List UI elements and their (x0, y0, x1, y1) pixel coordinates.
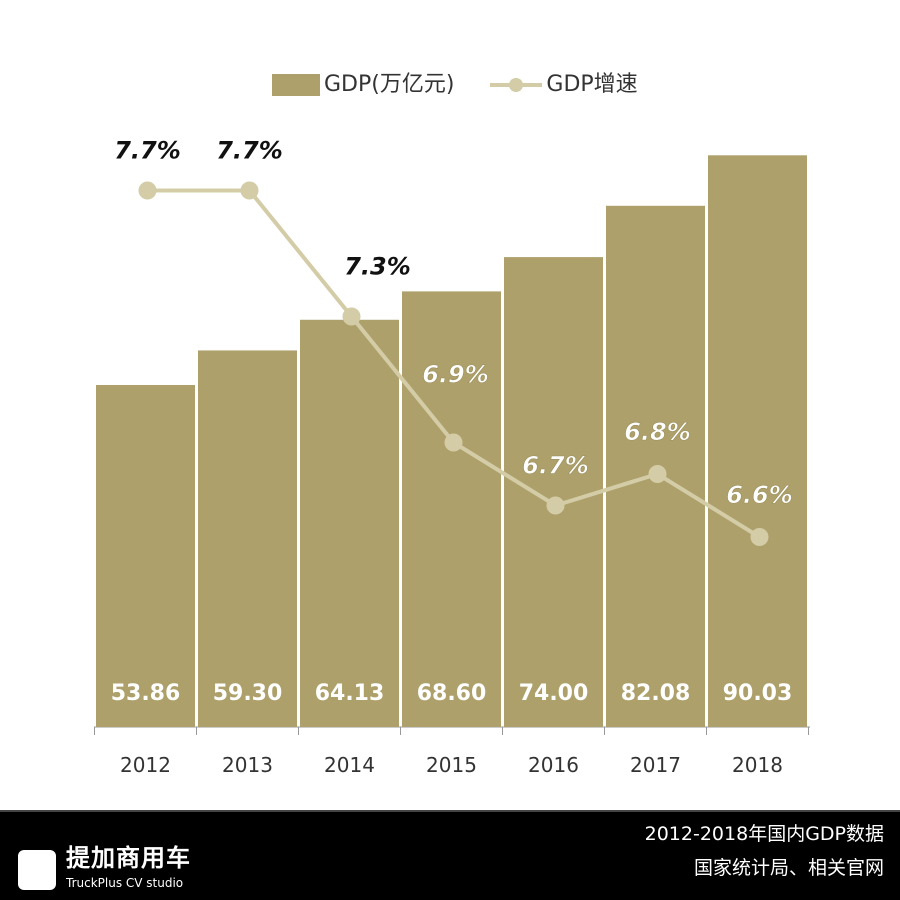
growth-label-2012: 7.7% (114, 137, 181, 165)
bar-label-2015: 68.60 (417, 681, 487, 706)
growth-point-2013 (240, 181, 259, 200)
growth-label-2015: 6.9% (422, 361, 489, 389)
bar-2018 (708, 155, 807, 727)
growth-point-2014 (342, 307, 361, 326)
bar-label-2014: 64.13 (315, 681, 385, 706)
chart: 53.86 2012 59.30 2013 64.13 2014 68.60 2015 74.0… (94, 137, 810, 777)
growth-label-2016: 6.7% (522, 452, 589, 480)
source-title: 2012-2018年国内GDP数据 (644, 823, 884, 845)
growth-point-2017 (648, 465, 667, 483)
bar-2012 (96, 384, 195, 727)
bar-label-2016: 74.00 (519, 681, 589, 706)
bar-2013 (198, 350, 297, 727)
growth-point-2012 (138, 181, 157, 200)
source-credit: 国家统计局、相关官网 (693, 857, 884, 879)
bar-2016 (504, 257, 603, 727)
x-tick-label-2012: 2012 (120, 753, 171, 777)
growth-label-2013: 7.7% (216, 137, 283, 165)
growth-point-2018 (750, 528, 769, 546)
legend: GDP(万亿元) GDP增速 (272, 72, 638, 98)
legend-growth: GDP增速 (546, 72, 638, 97)
growth-label-2017: 6.8% (624, 418, 691, 446)
bar-label-2017: 82.08 (621, 681, 691, 706)
growth-point-2015 (444, 433, 463, 452)
x-tick-label-2017: 2017 (630, 753, 681, 777)
bar-label-2012: 53.86 (111, 681, 181, 706)
growth-point-2016 (546, 496, 565, 515)
legend-line-swatch (490, 78, 543, 92)
legend-bar-swatch (272, 74, 320, 96)
x-tick-label-2018: 2018 (732, 753, 783, 777)
truckplus-logo-icon (18, 850, 56, 890)
x-tick-label-2014: 2014 (324, 753, 375, 777)
brand-name-en: TruckPlus CV studio (66, 876, 184, 890)
legend-gdp: GDP(万亿元) (324, 72, 455, 97)
growth-label-2018: 6.6% (726, 481, 793, 509)
x-tick-label-2013: 2013 (222, 753, 273, 777)
growth-label-2014: 7.3% (344, 253, 411, 281)
brand-name: 提加商用车 (66, 844, 191, 872)
bar-label-2018: 90.03 (723, 681, 793, 706)
bar-2015 (402, 291, 501, 727)
footer: 提加商用车 TruckPlus CV studio 2012-2018年国内GD… (0, 810, 900, 900)
bar-2014 (300, 319, 399, 727)
x-tick-label-2016: 2016 (528, 753, 579, 777)
x-tick-label-2015: 2015 (426, 753, 477, 777)
bar-label-2013: 59.30 (213, 681, 283, 706)
